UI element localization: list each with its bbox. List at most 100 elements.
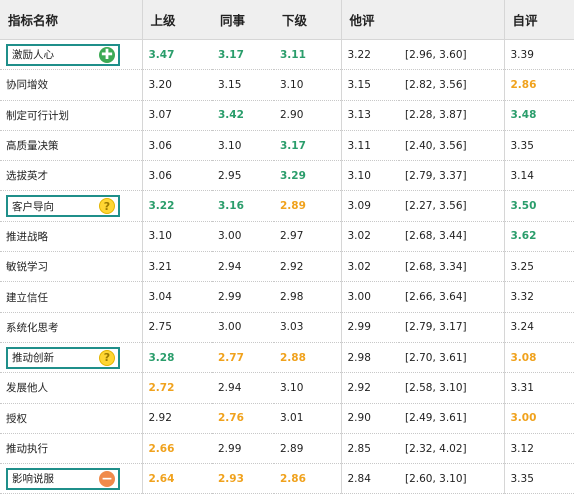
header-row: 指标名称 上级 同事 下级 他评 自评 — [0, 0, 574, 40]
table-row[interactable]: 推进战略 3.10 3.00 2.97 3.02 [2.68, 3.44] 3.62 — [0, 221, 574, 253]
subordinate-score: 2.92 — [280, 260, 304, 273]
table-row[interactable]: 敏锐学习 3.21 2.94 2.92 3.02 [2.68, 3.34] 3.25 — [0, 251, 574, 283]
others-range-cell: [2.58, 3.10] — [399, 372, 505, 404]
superior-score-cell: 2.75 — [142, 312, 212, 343]
peer-score: 2.94 — [218, 381, 242, 394]
table-row[interactable]: 发展他人 2.72 2.94 3.10 2.92 [2.58, 3.10] 3.31 — [0, 372, 574, 404]
others-score-cell: 2.98 — [341, 342, 399, 374]
peer-score-cell: 3.00 — [212, 221, 274, 253]
subordinate-score-cell: 3.17 — [274, 130, 342, 162]
indicator-name: 客户导向 — [12, 200, 54, 213]
superior-score: 3.10 — [148, 230, 172, 243]
subordinate-score-cell: 2.89 — [274, 433, 342, 465]
indicator-name-cell: 推动创新? — [0, 342, 143, 374]
header-others[interactable]: 他评 — [341, 0, 399, 40]
others-range-cell: [2.70, 3.61] — [399, 342, 505, 374]
subordinate-score: 3.11 — [280, 48, 306, 61]
table-row[interactable]: 推动创新? 3.28 2.77 2.88 2.98 [2.70, 3.61] 3.08 — [0, 342, 574, 374]
self-score-cell: 3.39 — [504, 39, 574, 71]
table-row[interactable]: 高质量决策 3.06 3.10 3.17 3.11 [2.40, 3.56] 3.35 — [0, 130, 574, 162]
others-score: 3.13 — [347, 109, 371, 122]
indicator-name: 授权 — [6, 412, 27, 425]
header-self[interactable]: 自评 — [504, 0, 574, 40]
superior-score: 3.06 — [148, 139, 172, 152]
table-row[interactable]: 影响说服 − 2.64 2.93 2.86 2.84 [2.60, 3.10] 3.35 — [0, 463, 574, 495]
superior-score-cell: 2.66 — [142, 433, 212, 465]
indicator-name-cell: 系统化思考 — [0, 312, 143, 343]
subordinate-score: 3.01 — [280, 412, 304, 425]
table-row[interactable]: 推动执行 2.66 2.99 2.89 2.85 [2.32, 4.02] 3.12 — [0, 433, 574, 465]
self-score-cell: 3.00 — [504, 403, 574, 434]
others-range: [2.40, 3.56] — [405, 139, 467, 152]
superior-score: 3.07 — [148, 109, 172, 122]
others-range: [2.68, 3.44] — [405, 230, 467, 243]
others-range-cell: [2.82, 3.56] — [399, 69, 505, 101]
highlighted-indicator[interactable]: 影响说服 − — [6, 467, 120, 490]
indicator-name-cell: 协同增效 — [0, 69, 143, 101]
peer-score: 2.76 — [218, 412, 244, 425]
peer-score-cell: 2.95 — [212, 160, 274, 192]
peer-score-cell: 3.16 — [212, 190, 274, 222]
self-score: 3.35 — [510, 139, 534, 152]
peer-score-cell: 2.99 — [212, 281, 274, 313]
subordinate-score-cell: 3.29 — [274, 160, 342, 192]
others-score: 3.02 — [347, 260, 371, 273]
others-score: 2.99 — [347, 321, 371, 334]
others-range: [2.58, 3.10] — [405, 381, 467, 394]
header-subordinate[interactable]: 下级 — [274, 0, 342, 40]
self-score: 3.39 — [510, 48, 534, 61]
superior-score: 3.06 — [148, 169, 172, 182]
others-score: 3.15 — [347, 78, 371, 91]
others-score: 3.02 — [347, 230, 371, 243]
others-score-cell: 3.02 — [341, 251, 399, 283]
header-peer[interactable]: 同事 — [212, 0, 274, 40]
table-row[interactable]: 协同增效 3.20 3.15 3.10 3.15 [2.82, 3.56] 2.86 — [0, 69, 574, 101]
self-score: 3.25 — [510, 260, 534, 273]
self-score-cell: 3.12 — [504, 433, 574, 465]
header-superior[interactable]: 上级 — [142, 0, 212, 40]
highlighted-indicator[interactable]: 激励人心 ✚ — [6, 43, 120, 66]
self-score: 2.86 — [510, 78, 537, 91]
highlighted-indicator[interactable]: 客户导向? — [6, 195, 120, 218]
others-range: [2.66, 3.64] — [405, 291, 467, 304]
peer-score-cell: 2.94 — [212, 251, 274, 283]
table-row[interactable]: 制定可行计划 3.07 3.42 2.90 3.13 [2.28, 3.87] 3.48 — [0, 100, 574, 131]
table-row[interactable]: 客户导向? 3.22 3.16 2.89 3.09 [2.27, 3.56] 3.50 — [0, 190, 574, 222]
peer-score: 2.77 — [218, 351, 244, 364]
others-score-cell: 3.15 — [341, 69, 399, 101]
highlighted-indicator[interactable]: 推动创新? — [6, 346, 120, 369]
superior-score-cell: 3.10 — [142, 221, 212, 253]
peer-score-cell: 2.94 — [212, 372, 274, 404]
others-score-cell: 3.00 — [341, 281, 399, 313]
table-row[interactable]: 系统化思考 2.75 3.00 3.03 2.99 [2.79, 3.17] 3.24 — [0, 312, 574, 343]
peer-score: 3.15 — [218, 78, 242, 91]
others-score-cell: 3.02 — [341, 221, 399, 253]
self-score: 3.31 — [510, 381, 534, 394]
subordinate-score: 3.29 — [280, 169, 306, 182]
indicator-name: 推进战略 — [6, 230, 48, 243]
others-score: 2.84 — [347, 472, 371, 485]
question-icon: ? — [99, 349, 115, 366]
subordinate-score-cell: 2.88 — [274, 342, 342, 374]
superior-score: 3.20 — [148, 78, 172, 91]
others-range: [2.68, 3.34] — [405, 260, 467, 273]
self-score-cell: 3.35 — [504, 463, 574, 495]
others-range: [2.32, 4.02] — [405, 442, 467, 455]
self-score: 3.14 — [510, 169, 534, 182]
subordinate-score: 2.88 — [280, 351, 306, 364]
peer-score-cell: 2.77 — [212, 342, 274, 374]
others-score-cell: 3.10 — [341, 160, 399, 192]
table-row[interactable]: 激励人心 ✚ 3.47 3.17 3.11 3.22 [2.96, 3.60] 3.39 — [0, 39, 574, 71]
table-row[interactable]: 建立信任 3.04 2.99 2.98 3.00 [2.66, 3.64] 3.32 — [0, 281, 574, 313]
peer-score: 2.99 — [218, 291, 242, 304]
subordinate-score: 2.89 — [280, 200, 306, 213]
table-row[interactable]: 选拔英才 3.06 2.95 3.29 3.10 [2.79, 3.37] 3.14 — [0, 160, 574, 192]
subordinate-score: 2.90 — [280, 109, 304, 122]
others-score-cell: 2.85 — [341, 433, 399, 465]
self-score: 3.12 — [510, 442, 534, 455]
indicator-name: 激励人心 — [12, 49, 54, 62]
others-range: [2.27, 3.56] — [405, 200, 467, 213]
superior-score: 3.47 — [148, 48, 175, 61]
table-row[interactable]: 授权 2.92 2.76 3.01 2.90 [2.49, 3.61] 3.00 — [0, 403, 574, 434]
header-indicator[interactable]: 指标名称 — [0, 0, 143, 40]
